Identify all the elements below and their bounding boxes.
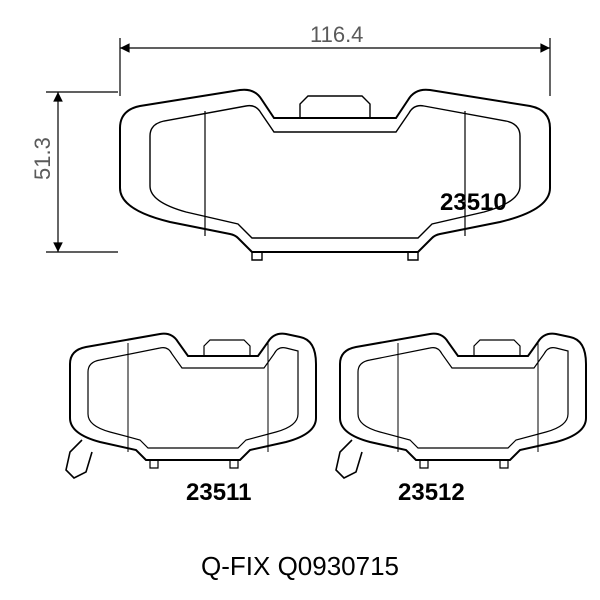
dimension-height (46, 92, 118, 252)
product-caption: Q-FIX Q0930715 (0, 551, 600, 582)
pad-top (120, 90, 550, 260)
pad-bottom-left (66, 332, 316, 478)
dimension-width-label: 116.4 (310, 22, 363, 47)
sku-label: Q0930715 (278, 551, 399, 581)
drawing-stage: 23510 116.4 51.3 23511 (0, 0, 600, 600)
part-number-top: 23510 (440, 189, 507, 216)
brand-label: Q-FIX (201, 551, 270, 581)
part-number-bottom-left: 23511 (186, 479, 251, 506)
technical-drawing: 23510 116.4 51.3 23511 (0, 0, 600, 600)
dimension-height-label: 51.3 (30, 137, 55, 180)
pad-bottom-right (336, 334, 586, 478)
part-number-bottom-right: 23512 (398, 479, 465, 506)
